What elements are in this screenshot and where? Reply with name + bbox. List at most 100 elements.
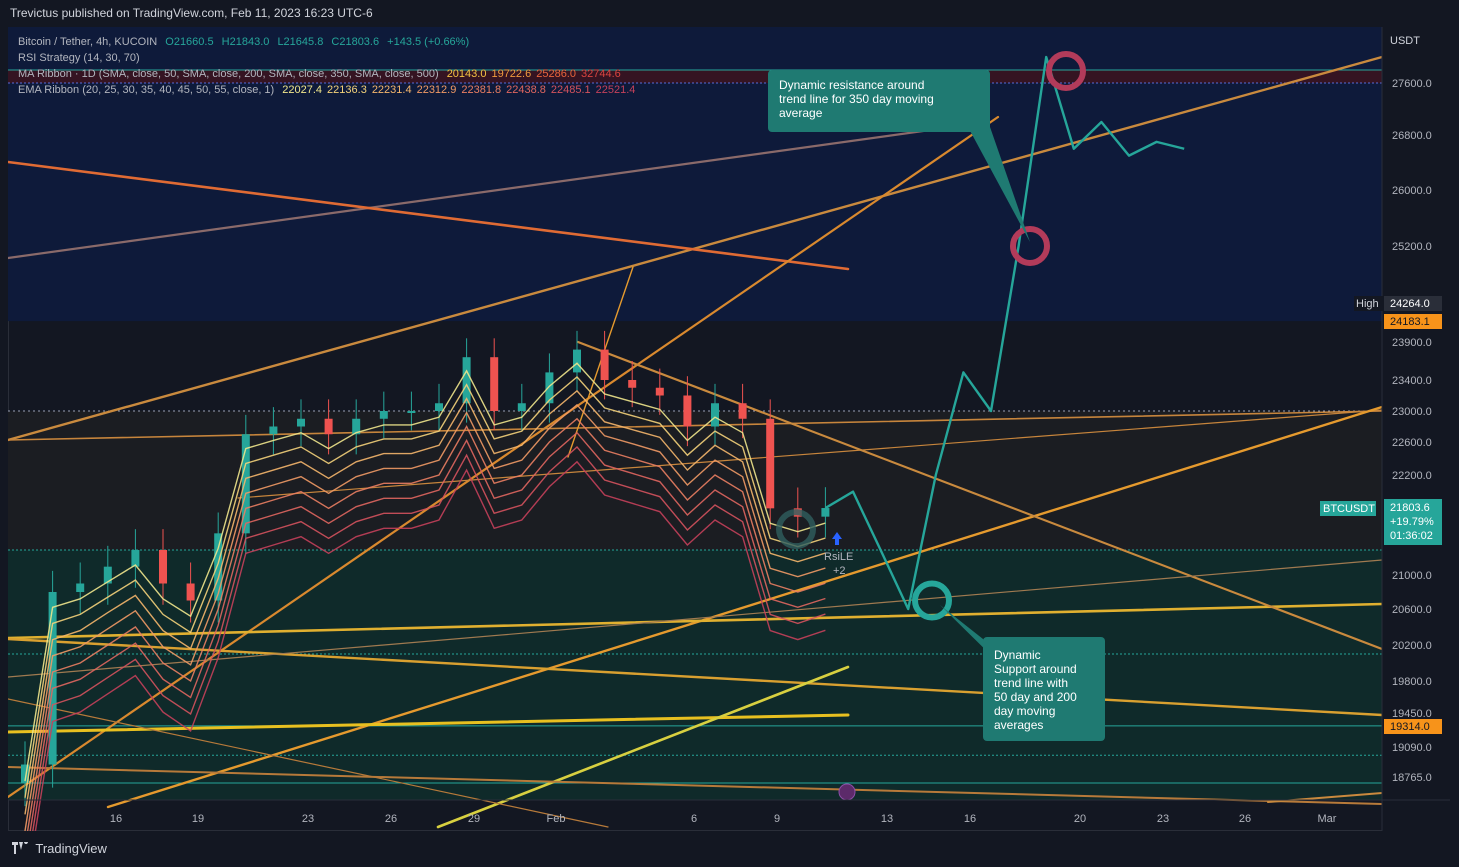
y-tick-label: 27600.0 [1392,78,1432,90]
candle-body [214,533,223,601]
legend-rsi-row[interactable]: RSI Strategy (14, 30, 70) [18,50,635,66]
last-price: 21803.6 [1390,502,1430,514]
y-tick-label: 23400.0 [1392,375,1432,387]
x-tick-label: 19 [192,813,204,825]
candle-body [711,403,719,427]
candle-body [324,418,333,435]
high-tag-bg [1354,296,1384,311]
x-tick-label: 23 [1157,813,1169,825]
support-note-text: day moving [994,704,1055,718]
candle-body [821,508,830,517]
symbol-tag-text: BTCUSDT [1323,503,1375,515]
ema-ribbon-line [24,389,826,815]
trend-line [8,160,850,271]
candle-body [517,403,526,411]
price-axis[interactable] [1382,27,1450,831]
trend-line [237,409,1383,499]
y-tick-label: 26000.0 [1392,185,1432,197]
x-tick-label: 9 [774,813,780,825]
publisher-header: Trevictus published on TradingView.com, … [0,0,1459,27]
y-tick-label: 25200.0 [1392,241,1432,253]
support-callout [983,637,1105,741]
publisher-text: Trevictus published on TradingView.com, … [10,6,373,20]
trend-line [8,602,1384,640]
y-tick-label: 23000.0 [1392,406,1432,418]
ema-ribbon-value: 22231.4 [371,84,412,96]
x-tick-label: 16 [110,813,122,825]
ma-ribbon-value: 19722.6 [491,68,532,80]
high-label: High [1356,298,1379,310]
candle-body [159,550,167,584]
candle-body [352,418,361,435]
signal-arrow-icon [832,532,842,545]
legend-ma-ribbon-row[interactable]: MA Ribbon · 1D (SMA, close, 50, SMA, clo… [18,66,635,82]
y-tick-label: 23900.0 [1392,337,1432,349]
candle-body [435,403,443,411]
ema-ribbon-line [29,431,826,831]
ref-value: 24183.1 [1390,316,1430,328]
x-tick-label: 6 [691,813,697,825]
candle-body [655,387,664,396]
candle-body [269,426,278,435]
candle-body [21,764,29,783]
candle-body [76,583,85,592]
legend-symbol-row[interactable]: Bitcoin / Tether, 4h, KUCOIN O21660.5 H2… [18,34,635,50]
countdown: 01:36:02 [1390,530,1433,542]
y-tick-label: 21000.0 [1392,570,1432,582]
tradingview-logo-icon [12,842,28,854]
x-tick-label: 23 [302,813,314,825]
signal-circle [776,509,816,550]
candle-body [600,349,609,380]
low-ref-value: 19314.0 [1390,721,1430,733]
rsi-label: RSI Strategy (14, 30, 70) [18,52,140,64]
candle-body [766,418,775,509]
candle-body [48,592,57,765]
y-tick-label: 20600.0 [1392,604,1432,616]
trend-line [567,266,634,458]
ohlc-close: C21803.6 [331,36,380,48]
candle-body [462,357,471,404]
x-tick-label: 13 [881,813,893,825]
ema-ribbon-label: EMA Ribbon (20, 25, 30, 35, 40, 45, 50, … [18,84,275,96]
y-tick-label: 22200.0 [1392,470,1432,482]
ma-ribbon-value: 32744.6 [580,68,621,80]
ma-ribbon-values: 20143.0 19722.6 25286.0 32744.6 [442,68,621,80]
y-tick-label: 18765.0 [1392,772,1432,784]
ema-ribbon-value: 22136.3 [327,84,367,96]
tradingview-brand[interactable]: TradingView [12,841,107,856]
low-ref-tag [1384,719,1442,734]
candle-body [407,411,416,413]
candle-body [186,583,195,601]
x-tick-label: Feb [547,813,566,825]
candle-body [297,418,305,427]
support-note-text: 50 day and 200 [994,690,1077,704]
x-tick-label: Mar [1318,813,1337,825]
signal-count: +2 [833,565,846,577]
symbol-label: Bitcoin / Tether, 4h, KUCOIN [18,36,158,48]
resistance-note-text: average [779,106,823,120]
trend-line [106,405,1384,809]
callout-pointer [968,127,1030,242]
indicator-legend: Bitcoin / Tether, 4h, KUCOIN O21660.5 H2… [18,34,635,98]
ref-value-tag [1384,314,1442,329]
ema-ribbon-line [26,417,826,831]
symbol-tag [1320,501,1376,516]
y-tick-label: 19800.0 [1392,676,1432,688]
projection-line [824,55,1185,611]
ma-ribbon-label: MA Ribbon · 1D (SMA, close, 50, SMA, clo… [18,68,439,80]
trend-line [8,410,1383,441]
ohlc-change: +143.5 (+0.66%) [387,36,470,48]
event-icon[interactable] [838,783,856,801]
signal-label: RsiLE [824,551,853,563]
trend-line [8,766,1383,805]
legend-ema-ribbon-row[interactable]: EMA Ribbon (20, 25, 30, 35, 40, 45, 50, … [18,82,635,98]
resistance-note-text: trend line for 350 day moving [779,92,934,106]
footer: TradingView [0,831,1459,867]
high-value-tag [1384,296,1442,311]
y-tick-label: 22600.0 [1392,437,1432,449]
resistance-callout [768,70,990,132]
x-tick-label: 26 [385,813,397,825]
candle-body [131,550,140,567]
resistance-circle [1046,51,1086,91]
